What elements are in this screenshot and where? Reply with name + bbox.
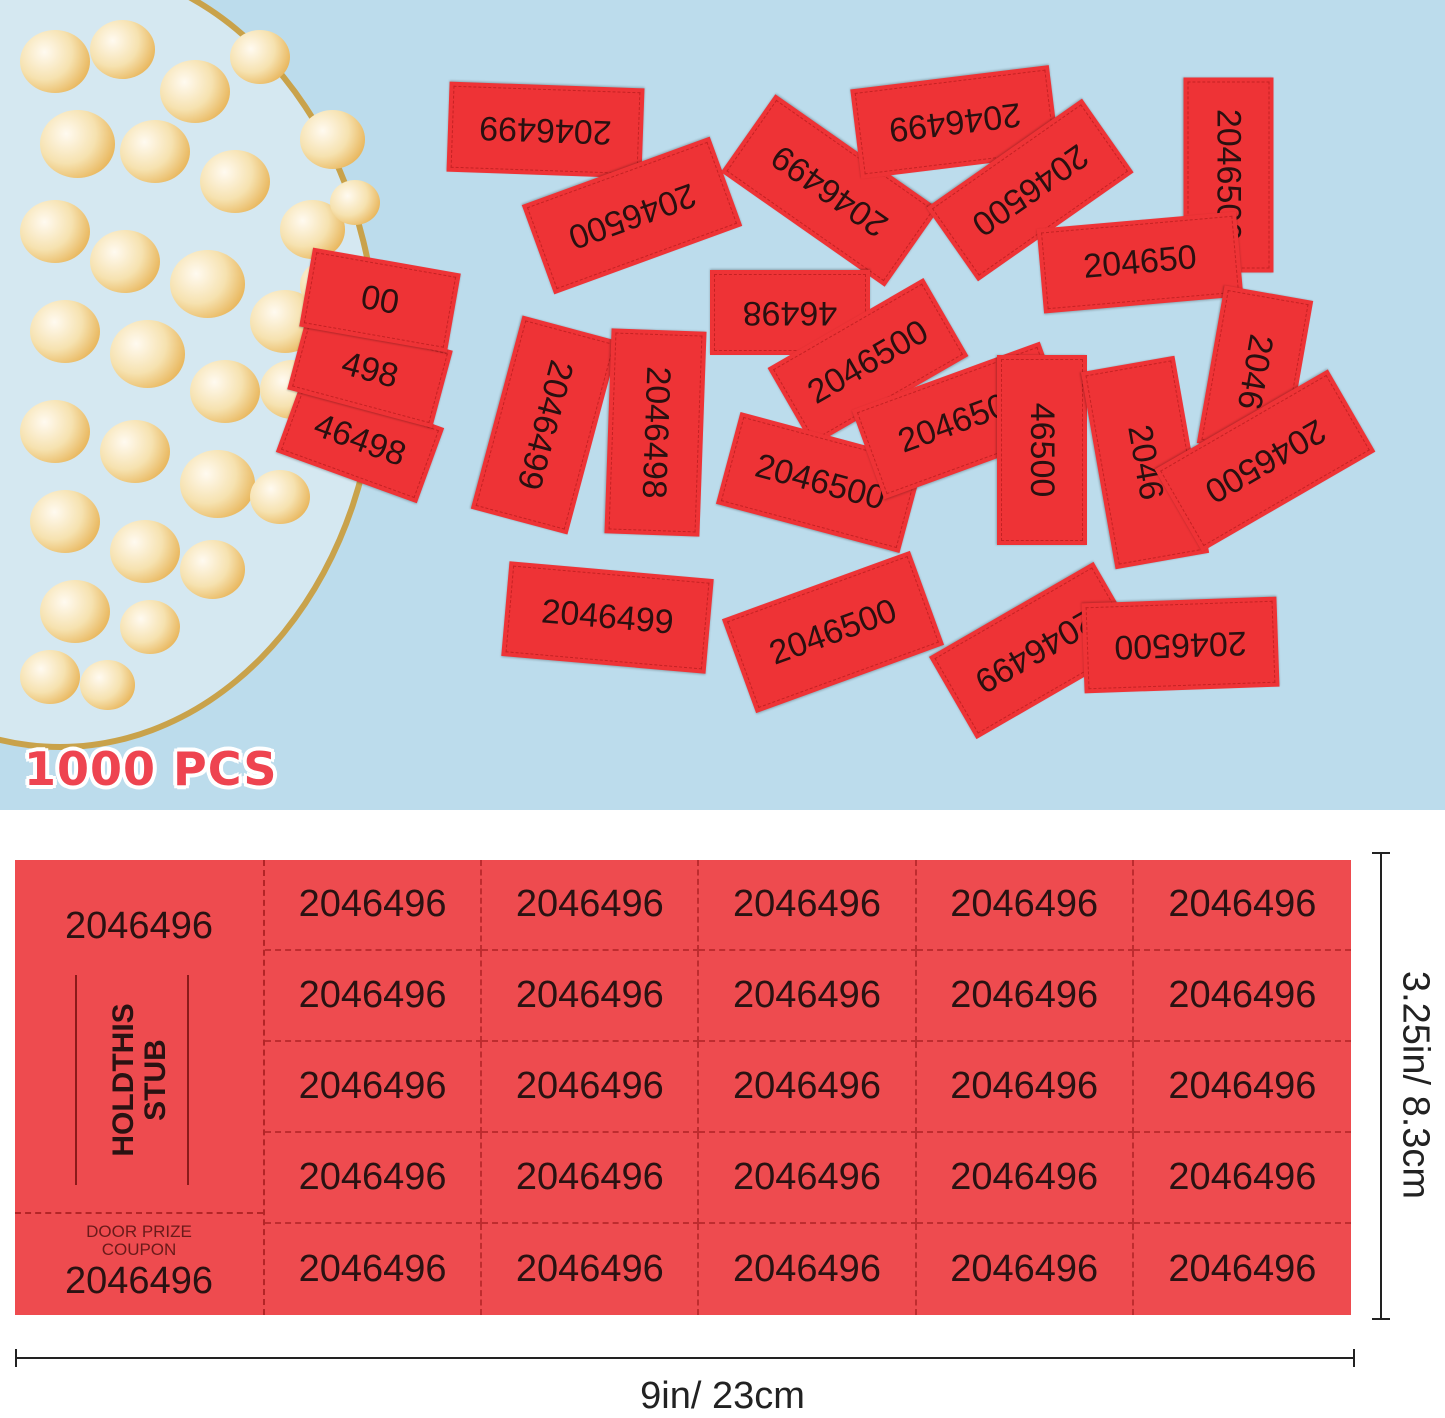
ticket-cell: 2046496 — [265, 1133, 483, 1224]
ticket-number: 2046499 — [509, 356, 581, 494]
ticket-cell: 2046496 — [916, 951, 1134, 1042]
ticket-cell: 2046496 — [1133, 951, 1351, 1042]
ticket-cell: 2046496 — [916, 1042, 1134, 1133]
ticket-number: 2046500 — [563, 174, 701, 256]
scattered-ticket: 204650 — [1036, 210, 1244, 314]
popcorn-kernel — [120, 120, 190, 183]
width-label: 9in/ 23cm — [640, 1375, 805, 1417]
ticket-number: 2046 — [1120, 421, 1171, 503]
hold-this-stub-text: HOLDTHIS STUB — [107, 1003, 172, 1157]
ticket-number: 00 — [358, 277, 403, 322]
ticket-cell: 2046496 — [1168, 1248, 1317, 1290]
ticket-grid: 2046496 2046496 2046496 2046496 2046496 20464… — [265, 860, 1351, 1315]
popcorn-kernel — [170, 250, 245, 318]
popcorn-kernel — [80, 660, 135, 710]
scattered-ticket: 2046499 — [500, 560, 714, 674]
popcorn-kernel — [110, 320, 185, 388]
popcorn-kernel — [30, 300, 100, 363]
popcorn-kernel — [120, 600, 180, 654]
ticket-cell: 2046496 — [916, 860, 1134, 951]
popcorn-kernel — [40, 580, 110, 643]
ticket-cell: 2046496 — [917, 1224, 1134, 1315]
door-prize-label: DOOR PRIZE COUPON — [15, 1223, 263, 1259]
popcorn-kernel — [200, 150, 270, 213]
stub-divider-line — [187, 975, 189, 1185]
ticket-cell: 2046496 — [699, 1042, 917, 1133]
ticket-cell: 2046496 — [482, 951, 700, 1042]
popcorn-kernel — [160, 60, 230, 123]
stub-bottom-number: 2046496 — [65, 1260, 213, 1302]
ticket-cell: 2046496 — [265, 1224, 483, 1315]
ticket-cell: 2046496 — [699, 1133, 917, 1224]
ticket-cell: 2046496 — [1133, 1042, 1351, 1133]
ticket-number: 2046498 — [634, 365, 677, 499]
stub-top-number: 2046496 — [65, 905, 213, 947]
popcorn-kernel — [230, 30, 290, 84]
ticket-cell: 2046496 — [482, 860, 700, 951]
ticket-number: 2046500 — [1113, 624, 1247, 667]
popcorn-kernel — [100, 420, 170, 483]
popcorn-kernel — [90, 230, 160, 293]
product-photo: 2046499 2046500 2046499 2046499 2046500 20465… — [0, 0, 1445, 810]
stub-perforation — [15, 1212, 263, 1214]
popcorn-kernel — [180, 540, 245, 599]
door-prize-line-1: DOOR PRIZE — [86, 1222, 192, 1241]
popcorn-kernel — [20, 30, 90, 93]
ticket-number: 498 — [337, 343, 403, 396]
ticket-number: 2046500 — [764, 591, 902, 673]
popcorn-kernel — [90, 20, 155, 79]
scattered-ticket: 2046499 — [445, 81, 645, 179]
ticket-cell: 2046496 — [482, 1133, 700, 1224]
popcorn-kernel — [20, 200, 90, 263]
quantity-badge: 1000 PCS — [24, 742, 278, 796]
ticket-cell: 2046496 — [265, 1042, 483, 1133]
scattered-ticket: 2046500 — [721, 550, 945, 714]
ticket-cell: 2046496 — [265, 951, 483, 1042]
ticket-number: 204650 — [1081, 237, 1199, 286]
hold-line-1: HOLDTHIS — [107, 1003, 140, 1157]
door-prize-line-2: COUPON — [101, 1240, 177, 1259]
ticket-cell: 2046496 — [699, 1224, 917, 1315]
ticket-cell: 2046496 — [1133, 1133, 1351, 1224]
ticket-cell: 2046496 — [699, 860, 917, 951]
scattered-ticket: 2046500 — [1080, 596, 1280, 694]
ticket-cell: 2046496 — [482, 1224, 700, 1315]
popcorn-kernel — [20, 400, 90, 463]
ticket-number: 46500 — [1023, 402, 1062, 498]
ticket-cell: 2046496 — [699, 951, 917, 1042]
height-label: 3.25in/ 8.3cm — [1394, 970, 1437, 1200]
ticket-sheet: 2046496 HOLDTHIS STUB DOOR PRIZE COUPON … — [15, 860, 1351, 1315]
scattered-ticket: 46500 — [997, 355, 1087, 545]
hold-line-2: STUB — [139, 1039, 172, 1121]
width-dimension-arrow — [15, 1349, 1355, 1367]
popcorn-kernel — [330, 180, 380, 225]
popcorn-kernel — [300, 110, 365, 169]
ticket-number: 2046499 — [539, 591, 675, 642]
popcorn-kernel — [40, 110, 115, 178]
popcorn-kernel — [180, 450, 255, 518]
ticket-cell: 2046496 — [482, 1042, 700, 1133]
popcorn-kernel — [190, 360, 260, 423]
ticket-number: 2046499 — [478, 109, 612, 152]
stub-divider-line — [75, 975, 77, 1185]
ticket-number: 46498 — [742, 293, 838, 332]
ticket-number: 2046499 — [887, 95, 1024, 150]
scattered-ticket: 2046499 — [470, 315, 620, 535]
popcorn-kernel — [20, 650, 80, 704]
ticket-cell: 2046496 — [265, 860, 483, 951]
height-dimension-arrow — [1372, 852, 1390, 1320]
scattered-ticket: 2046498 — [603, 327, 707, 537]
ticket-cell: 2046496 — [916, 1133, 1134, 1224]
popcorn-kernel — [110, 520, 180, 583]
popcorn-kernel — [30, 490, 100, 553]
ticket-stub: 2046496 HOLDTHIS STUB DOOR PRIZE COUPON … — [15, 860, 265, 1315]
popcorn-kernel — [250, 470, 310, 524]
ticket-cell: 2046496 — [1133, 860, 1351, 951]
